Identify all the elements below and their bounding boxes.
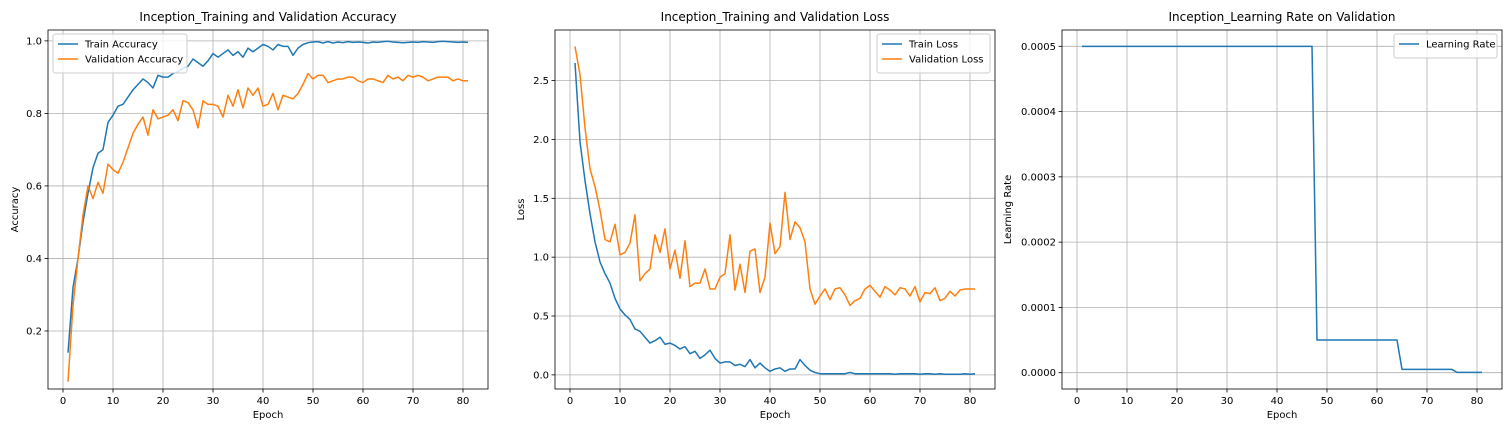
- x-tick-label: 30: [207, 396, 220, 407]
- y-tick-label: 0.0000: [1021, 368, 1056, 379]
- y-tick-label: 2.0: [533, 135, 549, 146]
- learning-rate-chart: 0 10 20 30 40 50 60 70 80 0.0000 0.0001 0.0002 0.000…: [1003, 10, 1503, 421]
- x-tick-label: 80: [1471, 396, 1484, 407]
- y-tick-label: 0.5: [533, 312, 549, 323]
- x-tick-label: 30: [714, 396, 727, 407]
- y-tick-label: 0.0003: [1021, 172, 1056, 183]
- x-tick-label: 80: [457, 396, 470, 407]
- chart-title: Inception_Learning Rate on Validation: [1169, 10, 1396, 24]
- series-line-2: [574, 46, 975, 307]
- x-tick-label: 50: [814, 396, 827, 407]
- plot-frame: [1061, 29, 1503, 390]
- legend: Learning Rate: [1393, 33, 1498, 59]
- y-tick-label: 0.2: [26, 326, 42, 337]
- series-line-1: [574, 62, 976, 376]
- x-axis-label: Epoch: [760, 410, 791, 421]
- accuracy-chart: 0 10 20 30 40 50 60 70 80 0.2 0.4 0.6 0.8 1.0 Inceptio…: [10, 10, 489, 421]
- y-tick-label: 0.6: [26, 181, 42, 192]
- x-tick-label: 50: [307, 396, 320, 407]
- x-tick-label: 20: [664, 396, 677, 407]
- y-axis-label: Learning Rate: [1003, 175, 1014, 245]
- x-tick-label: 0: [567, 396, 573, 407]
- series-line-1: [1082, 45, 1482, 374]
- x-tick-label: 20: [157, 396, 170, 407]
- loss-chart: 0 10 20 30 40 50 60 70 80 0.0 0.5 1.0 1.5 2.0 2.5 Incep…: [516, 10, 996, 421]
- y-tick-label: 1.0: [533, 253, 549, 264]
- series-line-1: [67, 40, 469, 353]
- y-tick-label: 0.8: [26, 109, 42, 120]
- x-tick-label: 50: [1321, 396, 1334, 407]
- y-axis-label: Loss: [516, 199, 527, 221]
- plot-frame: [554, 29, 996, 390]
- x-tick-label: 20: [1171, 396, 1184, 407]
- legend-box: [1393, 33, 1498, 59]
- x-tick-label: 10: [1121, 396, 1134, 407]
- legend-box: [876, 33, 991, 74]
- x-tick-label: 80: [964, 396, 977, 407]
- x-tick-label: 60: [1371, 396, 1384, 407]
- x-tick-label: 0: [1074, 396, 1080, 407]
- legend-label: Train Loss: [908, 40, 958, 51]
- y-tick-label: 2.5: [533, 76, 549, 87]
- y-tick-label: 0.0004: [1021, 107, 1056, 118]
- legend: Train Accuracy Validation Accuracy: [52, 33, 188, 74]
- legend-label: Learning Rate: [1426, 40, 1496, 51]
- y-tick-label: 1.5: [533, 194, 549, 205]
- y-tick-label: 0.0002: [1021, 238, 1056, 249]
- x-tick-label: 40: [1271, 396, 1284, 407]
- y-axis-label: Accuracy: [10, 187, 21, 233]
- plot-frame: [47, 29, 489, 390]
- y-tick-label: 0.0001: [1021, 303, 1056, 314]
- x-tick-label: 0: [60, 396, 66, 407]
- chart-title: Inception_Training and Validation Loss: [661, 10, 890, 24]
- legend-label: Validation Accuracy: [85, 55, 183, 66]
- x-tick-label: 70: [407, 396, 420, 407]
- x-tick-label: 60: [357, 396, 370, 407]
- x-tick-label: 70: [914, 396, 927, 407]
- legend-label: Train Accuracy: [84, 40, 158, 51]
- y-tick-label: 1.0: [26, 36, 42, 47]
- legend-box: [52, 33, 188, 74]
- series-line-2: [67, 72, 468, 382]
- y-tick-label: 0.0: [533, 370, 549, 381]
- x-tick-label: 60: [864, 396, 877, 407]
- y-tick-label: 0.4: [26, 254, 42, 265]
- x-tick-label: 10: [107, 396, 120, 407]
- x-tick-label: 40: [257, 396, 270, 407]
- legend-label: Validation Loss: [909, 55, 984, 66]
- chart-title: Inception_Training and Validation Accura…: [139, 10, 396, 24]
- x-axis-label: Epoch: [1267, 410, 1298, 421]
- x-tick-label: 70: [1421, 396, 1434, 407]
- x-tick-label: 30: [1221, 396, 1234, 407]
- x-axis-label: Epoch: [253, 410, 284, 421]
- x-tick-label: 40: [764, 396, 777, 407]
- legend: Train Loss Validation Loss: [876, 33, 991, 74]
- x-tick-label: 10: [614, 396, 627, 407]
- y-tick-label: 0.0005: [1021, 42, 1056, 53]
